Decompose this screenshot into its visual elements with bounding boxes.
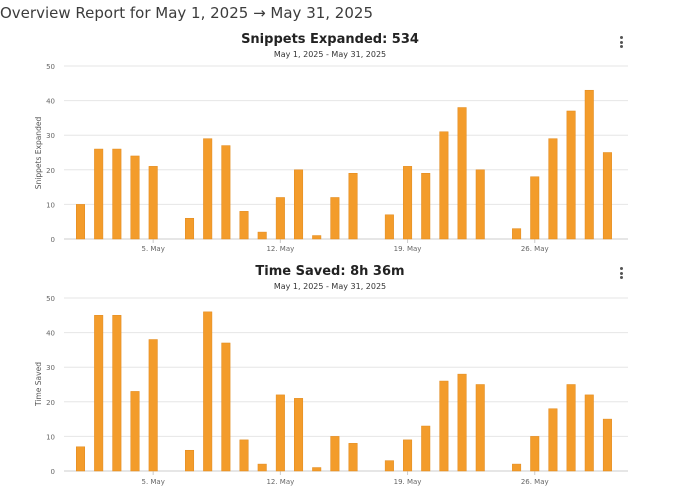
y-tick-label: 30 [46, 132, 55, 140]
bar[interactable] [94, 315, 104, 472]
y-tick-label: 40 [46, 98, 55, 106]
bar[interactable] [294, 169, 304, 240]
bar[interactable] [148, 339, 158, 472]
bar[interactable] [457, 107, 467, 240]
bar[interactable] [257, 463, 267, 472]
chart-subtitle: May 1, 2025 - May 31, 2025 [273, 50, 387, 59]
y-axis-label: Snippets Expanded [34, 117, 43, 190]
x-tick-label: 19. May [394, 245, 422, 253]
bar[interactable] [548, 408, 558, 472]
bar[interactable] [439, 131, 449, 240]
y-tick-label: 20 [46, 167, 55, 175]
y-tick-label: 30 [46, 364, 55, 372]
bar[interactable] [457, 373, 467, 472]
x-tick-label: 12. May [266, 245, 294, 253]
bar[interactable] [348, 173, 358, 240]
y-axis-label: Time Saved [34, 362, 43, 407]
x-tick-label: 12. May [266, 478, 294, 486]
bar[interactable] [330, 436, 340, 472]
bar[interactable] [584, 89, 594, 240]
bar[interactable] [548, 138, 558, 240]
bar[interactable] [130, 155, 140, 240]
bar[interactable] [94, 148, 104, 240]
bar[interactable] [602, 418, 612, 472]
chart-title: Snippets Expanded: 534 [241, 32, 419, 47]
chart-title: Time Saved: 8h 36m [255, 264, 405, 279]
bar[interactable] [312, 467, 322, 472]
bar[interactable] [403, 166, 413, 240]
bar[interactable] [76, 204, 85, 240]
bar[interactable] [530, 176, 540, 240]
bar[interactable] [512, 228, 522, 240]
bar[interactable] [330, 197, 340, 240]
y-tick-label: 50 [46, 295, 55, 303]
y-tick-label: 10 [46, 433, 55, 441]
bar[interactable] [421, 173, 431, 240]
bar[interactable] [384, 460, 394, 472]
x-tick-label: 26. May [521, 478, 549, 486]
bar[interactable] [566, 384, 576, 472]
y-tick-label: 20 [46, 399, 55, 407]
bar[interactable] [348, 443, 358, 472]
y-tick-label: 50 [46, 63, 55, 71]
page-title: Overview Report for May 1, 2025 → May 31… [0, 4, 373, 22]
bar[interactable] [530, 436, 540, 472]
bar[interactable] [294, 398, 304, 472]
bar[interactable] [403, 439, 413, 472]
bar[interactable] [239, 439, 249, 472]
bar[interactable] [148, 166, 158, 240]
y-tick-label: 0 [51, 236, 55, 244]
bar[interactable] [421, 425, 431, 472]
chart-menu-button[interactable] [614, 35, 628, 51]
bar[interactable] [312, 235, 322, 240]
x-tick-label: 26. May [521, 245, 549, 253]
bar[interactable] [203, 311, 213, 472]
bar[interactable] [512, 463, 522, 472]
bar[interactable] [130, 391, 140, 472]
vertical-dots-icon [619, 36, 623, 39]
y-tick-label: 0 [51, 468, 55, 476]
x-tick-label: 5. May [141, 478, 164, 486]
bar[interactable] [185, 449, 195, 472]
chart-subtitle: May 1, 2025 - May 31, 2025 [273, 282, 387, 291]
bar[interactable] [239, 211, 249, 240]
bar[interactable] [221, 145, 231, 240]
bar[interactable] [185, 217, 195, 240]
bar[interactable] [221, 342, 231, 472]
x-tick-label: 5. May [141, 245, 164, 253]
bar[interactable] [584, 394, 594, 472]
bar[interactable] [475, 384, 485, 472]
chart-menu-button[interactable] [614, 266, 628, 282]
bar[interactable] [112, 148, 122, 240]
bar[interactable] [384, 214, 394, 240]
bar[interactable] [275, 394, 285, 472]
y-tick-label: 10 [46, 201, 55, 209]
bar[interactable] [475, 169, 485, 240]
bar[interactable] [112, 315, 122, 472]
bar[interactable] [76, 446, 85, 472]
bar[interactable] [203, 138, 213, 240]
x-tick-label: 19. May [394, 478, 422, 486]
bar[interactable] [602, 152, 612, 240]
bar[interactable] [566, 110, 576, 240]
bar[interactable] [257, 231, 267, 240]
vertical-dots-icon [619, 267, 623, 270]
bar[interactable] [275, 197, 285, 240]
bar[interactable] [439, 380, 449, 472]
y-tick-label: 40 [46, 330, 55, 338]
